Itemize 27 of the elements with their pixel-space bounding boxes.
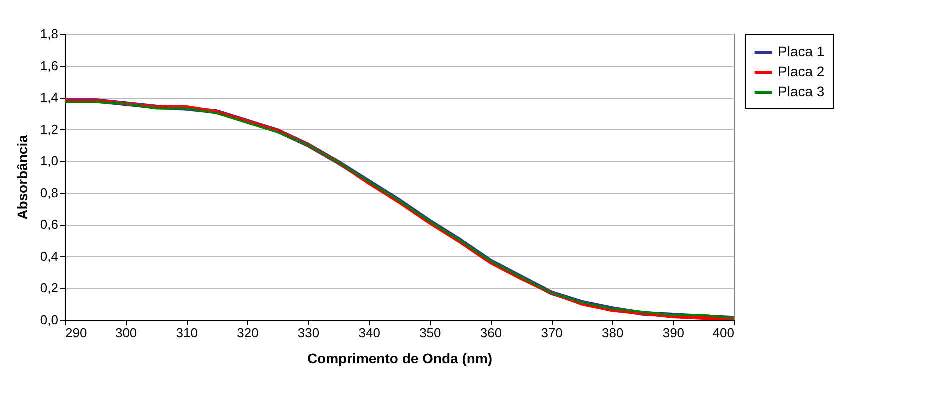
y-tick-label: 1,0 xyxy=(40,154,58,169)
x-tick-label: 330 xyxy=(298,326,320,340)
x-tick-label: 320 xyxy=(237,326,259,340)
x-tick-label: 340 xyxy=(358,326,380,340)
legend-label: Placa 1 xyxy=(778,44,825,60)
x-tick-label: 370 xyxy=(541,326,563,340)
y-tick-label: 0,4 xyxy=(40,248,58,264)
x-tick-label: 350 xyxy=(420,326,442,340)
x-tick-label: 400 xyxy=(712,326,734,340)
y-tick-label: 0,8 xyxy=(40,185,58,200)
y-tick-label: 1,6 xyxy=(40,58,58,74)
y-tick-label: 0,6 xyxy=(40,217,58,232)
y-axis-title: Absorbância xyxy=(14,134,30,220)
legend-label: Placa 3 xyxy=(778,84,825,100)
y-tick-label: 0,0 xyxy=(40,312,58,328)
y-tick-label: 1,8 xyxy=(40,26,58,42)
x-tick-label: 290 xyxy=(66,326,88,340)
y-tick-label: 1,2 xyxy=(40,122,58,137)
x-tick-label: 310 xyxy=(176,326,198,340)
x-tick-label: 360 xyxy=(480,326,502,340)
y-tick-label: 1,4 xyxy=(40,90,58,106)
x-tick-label: 380 xyxy=(602,326,624,340)
y-tick-label: 0,2 xyxy=(40,280,58,296)
x-axis-title: Comprimento de Onda (nm) xyxy=(307,350,493,366)
x-tick-label: 390 xyxy=(662,326,685,340)
x-tick-label: 300 xyxy=(115,326,138,340)
legend-label: Placa 2 xyxy=(778,64,825,80)
